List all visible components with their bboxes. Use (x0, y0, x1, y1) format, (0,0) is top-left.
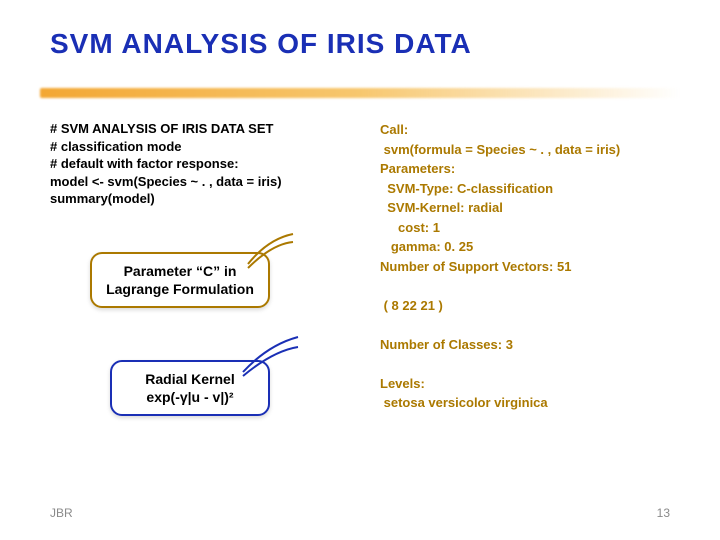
footer-author: JBR (50, 506, 73, 520)
output-line: cost: 1 (380, 218, 690, 238)
output-block: Call: svm(formula = Species ~ . , data =… (380, 120, 690, 413)
callout-line: Parameter “C” in (106, 262, 254, 280)
output-line (380, 315, 690, 335)
title-underline (40, 88, 680, 98)
output-line: gamma: 0. 25 (380, 237, 690, 257)
output-line: Call: (380, 120, 690, 140)
output-line: ( 8 22 21 ) (380, 296, 690, 316)
output-line: Parameters: (380, 159, 690, 179)
callout-line: Lagrange Formulation (106, 280, 254, 298)
slide-title: SVM ANALYSIS OF IRIS DATA (50, 28, 472, 60)
callout-parameter-c: Parameter “C” in Lagrange Formulation (90, 252, 270, 308)
callout-pointer (233, 337, 303, 382)
output-line: SVM-Type: C-classification (380, 179, 690, 199)
code-line: # default with factor response: (50, 155, 350, 173)
code-line: # SVM ANALYSIS OF IRIS DATA SET (50, 120, 350, 138)
code-line: # classification mode (50, 138, 350, 156)
callout-pointer (238, 234, 298, 274)
code-block: # SVM ANALYSIS OF IRIS DATA SET# classif… (50, 120, 350, 208)
output-line: SVM-Kernel: radial (380, 198, 690, 218)
code-line: summary(model) (50, 190, 350, 208)
output-line: setosa versicolor virginica (380, 393, 690, 413)
code-line: model <- svm(Species ~ . , data = iris) (50, 173, 350, 191)
output-line: Number of Support Vectors: 51 (380, 257, 690, 277)
callout-radial-kernel: Radial Kernel exp(-γ|u - v|)² (110, 360, 270, 416)
output-line (380, 276, 690, 296)
callout-line: exp(-γ|u - v|)² (126, 388, 254, 406)
output-line: svm(formula = Species ~ . , data = iris) (380, 140, 690, 160)
slide-number: 13 (657, 506, 670, 520)
output-line (380, 354, 690, 374)
output-line: Levels: (380, 374, 690, 394)
output-line: Number of Classes: 3 (380, 335, 690, 355)
